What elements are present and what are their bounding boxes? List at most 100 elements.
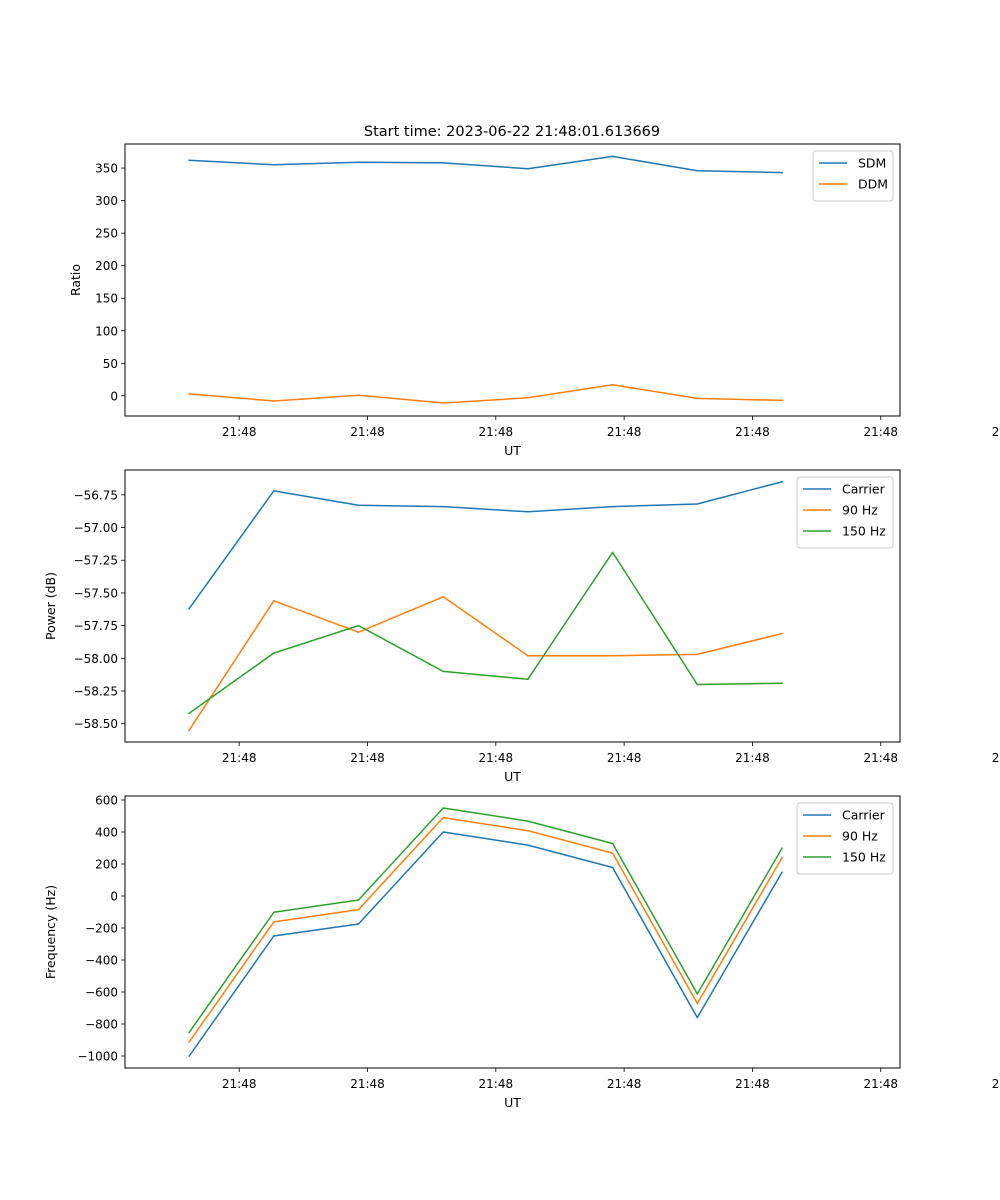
- data-point: [273, 164, 275, 166]
- legend: Carrier 90 Hz 150 Hz: [796, 802, 894, 875]
- y-tick-label: 200: [95, 858, 118, 872]
- x-tick-label: 21:48: [735, 751, 770, 765]
- data-point: [696, 993, 699, 995]
- data-point: [188, 1041, 190, 1043]
- data-point: [273, 600, 275, 602]
- data-point: [696, 683, 699, 686]
- series-line-2: [188, 384, 783, 404]
- data-point: [442, 162, 444, 164]
- y-tick-label: 400: [95, 826, 118, 840]
- axes-frame: [124, 795, 901, 1069]
- data-point: [527, 829, 529, 832]
- data-point: [527, 654, 529, 657]
- data-point: [273, 935, 275, 937]
- legend: Carrier 90 Hz 150 Hz: [796, 476, 894, 549]
- x-tick-label: 21:49: [992, 1077, 1000, 1091]
- data-point: [611, 155, 614, 158]
- y-tick-label: −58.25: [74, 685, 118, 699]
- y-tick-label: −57.50: [74, 586, 118, 600]
- y-tick-label: 0: [110, 890, 118, 904]
- y-tick-label: −1000: [77, 1050, 118, 1064]
- x-tick-label: 21:48: [607, 425, 642, 439]
- series-line-3: [188, 551, 783, 715]
- data-point: [781, 871, 783, 874]
- chart-panel-1: 21:48 21:48 21:48 21:48 21:48 21:48 21:49 0 50 10…: [68, 143, 1000, 458]
- x-tick-label: 21:48: [479, 425, 514, 439]
- y-tick-label: 150: [95, 292, 118, 306]
- legend-label: Carrier: [842, 808, 886, 823]
- y-tick-label: −800: [85, 1018, 118, 1032]
- data-point: [357, 899, 360, 901]
- x-tick-label: 21:49: [992, 751, 1000, 765]
- data-point: [442, 816, 444, 819]
- y-axis-label: Frequency (Hz): [43, 885, 58, 979]
- x-tick-label: 21:48: [863, 1077, 898, 1091]
- y-tick-label: −600: [85, 986, 118, 1000]
- x-tick-label: 21:48: [863, 425, 898, 439]
- data-point: [696, 169, 699, 172]
- legend: SDM DDM: [812, 150, 894, 202]
- data-point: [357, 908, 360, 911]
- data-point: [781, 399, 783, 402]
- x-tick-label: 21:48: [350, 751, 385, 765]
- data-point: [527, 167, 529, 170]
- series-line-1: [188, 480, 783, 610]
- data-point: [611, 384, 614, 386]
- data-point: [781, 632, 783, 635]
- x-tick-label: 21:49: [992, 425, 1000, 439]
- y-tick-label: 300: [95, 194, 118, 208]
- data-point: [611, 866, 614, 869]
- x-tick-label: 21:48: [735, 1077, 770, 1091]
- figure-title: Start time: 2023-06-22 21:48:01.613669: [364, 124, 660, 140]
- data-point: [611, 505, 614, 508]
- x-tick-label: 21:48: [222, 751, 257, 765]
- data-point: [527, 678, 529, 680]
- data-point: [188, 1031, 190, 1034]
- x-tick-label: 21:48: [479, 751, 514, 765]
- data-point: [696, 1002, 699, 1005]
- data-point: [442, 670, 444, 673]
- data-point: [188, 159, 190, 162]
- series-line-1: [188, 831, 784, 1058]
- x-tick-label: 21:48: [863, 751, 898, 765]
- legend-label: Carrier: [842, 482, 886, 497]
- y-tick-label: 250: [95, 227, 118, 241]
- data-point: [188, 393, 190, 395]
- data-point: [357, 923, 360, 925]
- y-tick-label: −58.50: [74, 717, 118, 731]
- series-line-1: [188, 155, 783, 174]
- legend-label: 150 Hz: [842, 524, 886, 539]
- data-point: [442, 505, 444, 508]
- x-axis-label: UT: [504, 1095, 521, 1110]
- x-tick-label: 21:48: [350, 1077, 385, 1091]
- data-point: [357, 394, 360, 396]
- legend-label: 90 Hz: [842, 829, 878, 844]
- data-point: [611, 842, 614, 845]
- data-point: [781, 171, 783, 174]
- data-point: [611, 852, 614, 854]
- data-point: [273, 400, 275, 402]
- series-line-3: [188, 807, 784, 1034]
- x-tick-label: 21:48: [350, 425, 385, 439]
- x-tick-label: 21:48: [607, 751, 642, 765]
- data-point: [357, 631, 360, 633]
- y-tick-label: −400: [85, 954, 118, 968]
- data-point: [188, 1055, 190, 1057]
- data-point: [442, 807, 444, 809]
- x-tick-label: 21:48: [222, 1077, 257, 1091]
- data-point: [696, 397, 699, 400]
- data-point: [781, 847, 783, 850]
- y-tick-label: −57.75: [74, 619, 118, 633]
- data-point: [527, 844, 529, 846]
- y-tick-label: 200: [95, 259, 118, 273]
- x-axis-label: UT: [504, 443, 521, 458]
- data-point: [357, 161, 360, 163]
- y-tick-label: 600: [95, 794, 118, 808]
- x-tick-label: 21:48: [735, 425, 770, 439]
- data-point: [273, 490, 275, 492]
- y-tick-label: 350: [95, 162, 118, 176]
- y-tick-label: −57.25: [74, 554, 118, 568]
- series-line-2: [188, 596, 783, 732]
- panels: 21:48 21:48 21:48 21:48 21:48 21:48 21:49 0 50 10…: [43, 143, 1000, 1110]
- x-tick-label: 21:48: [607, 1077, 642, 1091]
